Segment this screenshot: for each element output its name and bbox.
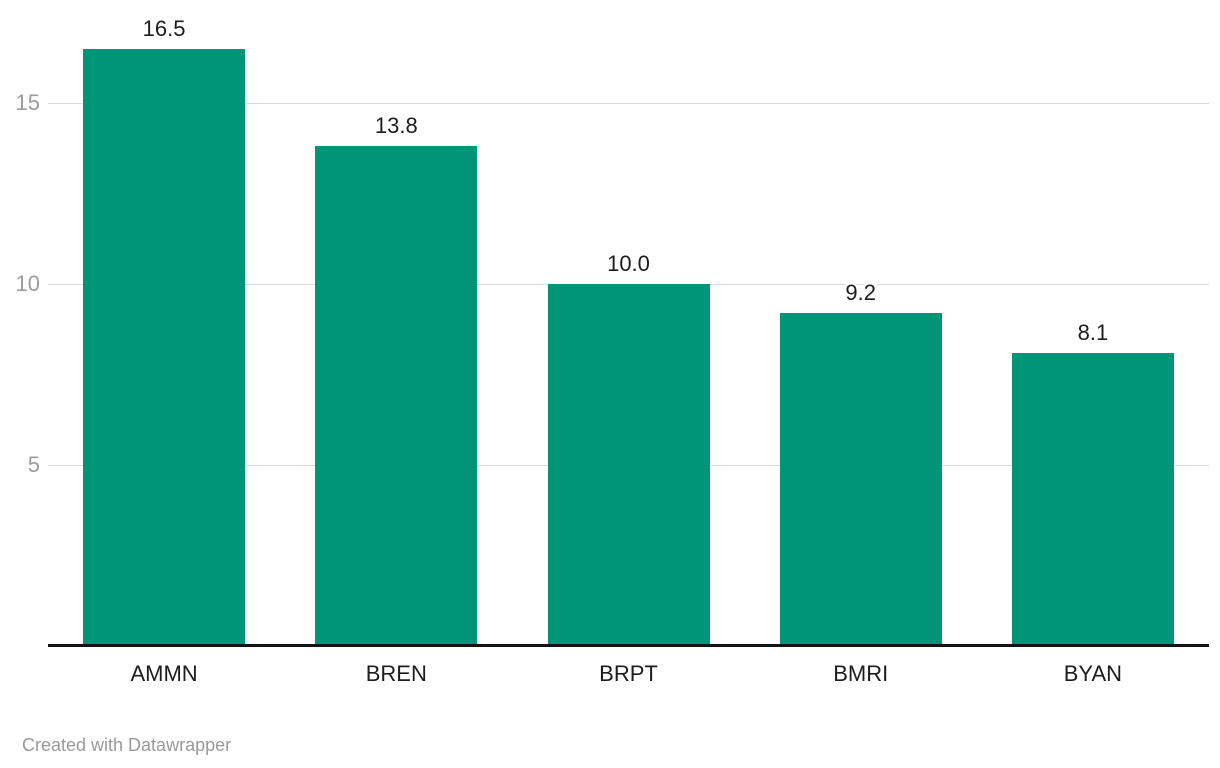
bar-ammn: [83, 48, 246, 646]
bar-value-label: 16.5: [142, 15, 186, 41]
bar-bren: [315, 146, 478, 646]
bar-value-label: 13.8: [374, 113, 418, 139]
x-axis-line: [48, 644, 1209, 647]
x-tick-label: BMRI: [833, 661, 889, 686]
bar-byan: [1011, 352, 1174, 646]
gridline: [48, 102, 1209, 104]
bar-bmri: [779, 312, 942, 646]
datawrapper-attribution: Created with Datawrapper: [22, 735, 232, 755]
x-tick-label: AMMN: [130, 661, 198, 686]
y-tick-label: 15: [15, 90, 40, 115]
y-tick-label: 10: [15, 271, 40, 296]
bar-value-label: 10.0: [607, 251, 650, 276]
bar-value-label: 8.1: [1077, 319, 1109, 345]
x-tick-label: BYAN: [1063, 661, 1123, 686]
x-tick-label: BREN: [365, 661, 427, 686]
bar-value-label: 9.2: [845, 279, 876, 305]
y-tick-label: 5: [27, 452, 40, 477]
bar-brpt: [547, 284, 710, 646]
x-tick-label: BRPT: [599, 661, 658, 686]
plot-area: 5 10 15 16.5 AMMN 13.8 BREN 10.0 BRPT 9.2 BMRI 8.1 B…: [16, 0, 1209, 686]
